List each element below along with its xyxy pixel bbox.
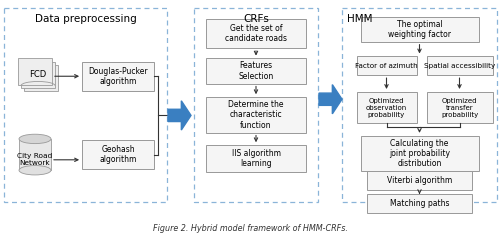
FancyBboxPatch shape bbox=[367, 171, 472, 190]
Text: Features
Selection: Features Selection bbox=[238, 61, 274, 81]
Polygon shape bbox=[319, 85, 342, 114]
Text: The optimal
weighting factor: The optimal weighting factor bbox=[388, 20, 451, 39]
Text: Spatial accessibility: Spatial accessibility bbox=[424, 63, 495, 69]
Text: Get the set of
candidate roads: Get the set of candidate roads bbox=[225, 24, 287, 43]
FancyBboxPatch shape bbox=[206, 145, 306, 172]
Text: Data preprocessing: Data preprocessing bbox=[34, 14, 136, 24]
FancyBboxPatch shape bbox=[206, 59, 306, 84]
Text: HMM: HMM bbox=[347, 14, 373, 24]
Text: IIS algorithm
learning: IIS algorithm learning bbox=[232, 149, 280, 168]
Text: Optimized
observation
probability: Optimized observation probability bbox=[366, 98, 407, 118]
FancyBboxPatch shape bbox=[356, 56, 416, 75]
FancyBboxPatch shape bbox=[367, 194, 472, 213]
FancyBboxPatch shape bbox=[24, 65, 58, 91]
Text: FCD: FCD bbox=[30, 70, 46, 79]
Text: City Road
Network: City Road Network bbox=[18, 153, 52, 166]
Text: Figure 2. Hybrid model framework of HMM-CRFs.: Figure 2. Hybrid model framework of HMM-… bbox=[152, 224, 348, 233]
Text: Viterbi algorithm: Viterbi algorithm bbox=[387, 176, 452, 185]
FancyBboxPatch shape bbox=[356, 92, 416, 123]
Text: Matching paths: Matching paths bbox=[390, 199, 449, 208]
FancyBboxPatch shape bbox=[206, 19, 306, 48]
FancyBboxPatch shape bbox=[19, 139, 51, 170]
FancyBboxPatch shape bbox=[206, 97, 306, 133]
FancyBboxPatch shape bbox=[426, 92, 492, 123]
Text: Douglas-Pucker
algorithm: Douglas-Pucker algorithm bbox=[88, 67, 148, 86]
Text: Factor of azimuth: Factor of azimuth bbox=[355, 63, 418, 69]
Polygon shape bbox=[168, 101, 191, 130]
Text: Optimized
transfer
probability: Optimized transfer probability bbox=[441, 98, 478, 118]
Text: Determine the
characteristic
function: Determine the characteristic function bbox=[228, 100, 284, 130]
Ellipse shape bbox=[19, 165, 51, 175]
Text: CRFs: CRFs bbox=[243, 14, 269, 24]
FancyBboxPatch shape bbox=[426, 56, 492, 75]
Ellipse shape bbox=[19, 134, 51, 144]
Text: Geohash
algorithm: Geohash algorithm bbox=[100, 145, 136, 164]
FancyBboxPatch shape bbox=[82, 140, 154, 169]
Text: Calculating the
joint probability
distribution: Calculating the joint probability distri… bbox=[389, 139, 450, 168]
FancyBboxPatch shape bbox=[18, 59, 52, 85]
FancyBboxPatch shape bbox=[360, 17, 478, 42]
FancyBboxPatch shape bbox=[360, 136, 478, 171]
FancyBboxPatch shape bbox=[21, 62, 55, 88]
FancyBboxPatch shape bbox=[82, 62, 154, 91]
